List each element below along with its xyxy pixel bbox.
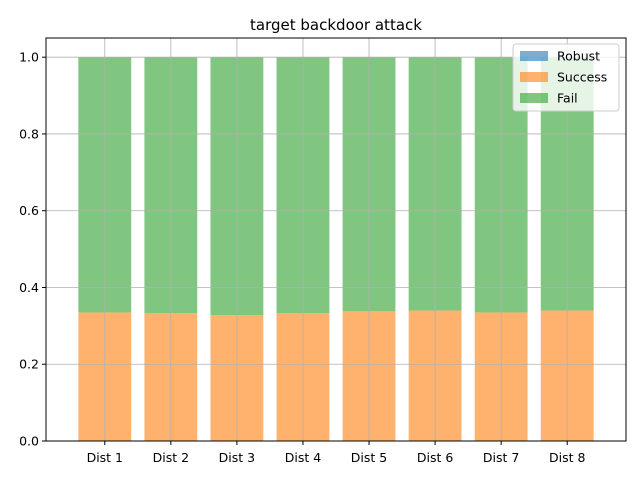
x-tick-label: Dist 6 [417,450,453,465]
legend-swatch-fail [520,93,548,103]
axes-frame [45,37,627,442]
legend-label-fail: Fail [557,91,578,106]
legend-swatch-success [520,72,548,82]
y-tick-label: 0.8 [19,126,39,141]
x-tick-label: Dist 1 [87,450,123,465]
legend: Robust Success Fail [512,43,620,112]
legend-swatch-robust [520,51,548,61]
y-tick-label: 1.0 [19,50,39,65]
x-tick-label: Dist 7 [483,450,519,465]
chart-title: target backdoor attack [250,16,422,34]
y-tick-label: 0.0 [19,434,39,449]
legend-label-robust: Robust [557,49,600,64]
legend-label-success: Success [557,70,607,85]
x-tick-label: Dist 5 [351,450,387,465]
y-tick-label: 0.4 [19,280,39,295]
plot-area: 0.0 0.2 0.4 0.6 0.8 1.0 Dist 1 Dist 2 Dist 3 Dist… [19,37,627,465]
x-tick-label: Dist 3 [219,450,255,465]
y-tick-label: 0.2 [19,357,39,372]
x-tick-label: Dist 2 [153,450,189,465]
x-tick-label: Dist 4 [285,450,321,465]
x-tick-label: Dist 8 [549,450,585,465]
y-tick-label: 0.6 [19,203,39,218]
